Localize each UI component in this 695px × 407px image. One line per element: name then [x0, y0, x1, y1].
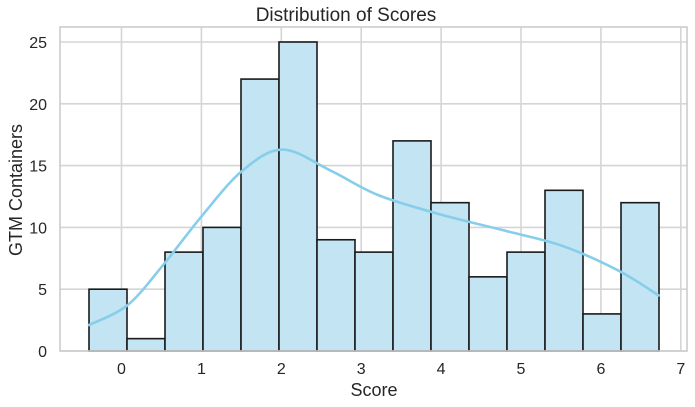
histogram-bar — [354, 251, 394, 352]
x-tick-label: 0 — [117, 361, 126, 378]
y-tick-label: 0 — [38, 344, 47, 361]
histogram-bar — [278, 41, 318, 352]
histogram-bar — [506, 251, 546, 352]
x-axis-ticks: 0 1 2 3 4 5 6 7 — [117, 361, 685, 378]
y-axis-label: GTM Containers — [6, 124, 26, 256]
y-axis-ticks: 0 5 10 15 20 25 — [29, 35, 47, 361]
y-tick-label: 25 — [29, 35, 47, 52]
kde-curve — [87, 148, 660, 327]
x-tick-label: 5 — [517, 361, 526, 378]
histogram-bar — [316, 238, 356, 352]
histogram-bar — [240, 78, 280, 352]
x-tick-label: 3 — [357, 361, 366, 378]
histogram-bar — [88, 288, 128, 352]
histogram-bars — [88, 41, 660, 352]
histogram-bar — [430, 201, 470, 352]
histogram-bar — [468, 276, 508, 352]
y-tick-label: 20 — [29, 97, 47, 114]
plot-frame — [59, 26, 688, 352]
x-tick-label: 1 — [197, 361, 206, 378]
chart-title: Distribution of Scores — [256, 5, 437, 26]
histogram-bar — [620, 201, 660, 352]
x-tick-label: 6 — [596, 361, 605, 378]
x-tick-label: 7 — [676, 361, 685, 378]
y-tick-label: 5 — [38, 282, 47, 299]
histogram-bar — [164, 251, 204, 352]
histogram-bar — [202, 226, 242, 352]
histogram-bar — [544, 189, 584, 352]
x-axis-label: Score — [350, 380, 397, 400]
x-tick-label: 4 — [437, 361, 446, 378]
histogram-bar — [126, 337, 166, 352]
histogram-bar — [582, 313, 622, 352]
y-tick-label: 15 — [29, 159, 47, 176]
y-tick-label: 10 — [29, 220, 47, 237]
x-tick-label: 2 — [277, 361, 286, 378]
histogram-bar — [392, 140, 432, 352]
